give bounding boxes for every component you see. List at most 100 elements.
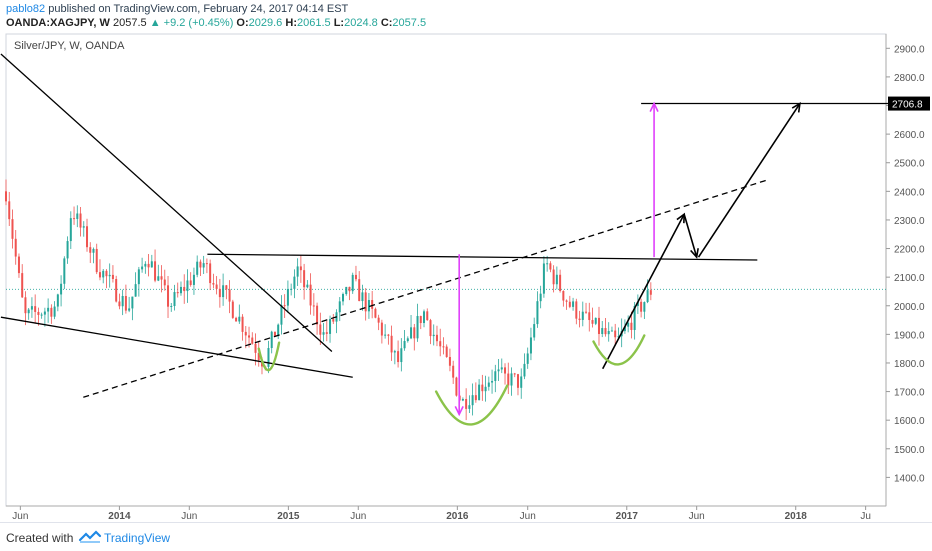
candle-body [241,316,244,332]
candle-body [277,324,280,336]
candle-body [478,384,481,401]
price-tick-label: 1500.0 [894,445,925,456]
candle-body [354,274,357,280]
candle-body [406,338,409,342]
candle-body [380,322,383,336]
candle-body [325,332,328,334]
candle-body [452,365,455,378]
candle-body [367,300,370,312]
time-axis[interactable]: Jun 2014 Jun 2015 Jun 2016 Jun 2017 Jun 2018 Ju [12,506,871,522]
candle-body [290,288,293,290]
drawings-group [0,53,909,426]
candle-body [555,274,558,285]
footer: Created with TradingView [0,522,932,551]
candle-body [374,308,377,318]
candle-body [53,306,56,317]
candle-body [319,324,322,335]
candle-body [390,335,393,353]
candle-body [345,286,348,295]
price-tick-label: 1900.0 [894,330,925,341]
candle-body [361,292,364,302]
candle-body [176,292,179,294]
candle-body [539,293,542,302]
price-axis[interactable]: 1400.0 1500.0 1600.0 1700.0 1800.0 1900.0 2000… [886,44,930,484]
candle-body [251,337,254,344]
candle-body [89,247,92,253]
candle-body [591,320,594,324]
candle-body [76,213,79,219]
candle-body [403,341,406,349]
candle-body [423,311,426,324]
close-value: 2057.5 [392,17,427,29]
candle-body [95,248,98,273]
candle-body [21,273,24,298]
candle-body [186,280,189,292]
candle-body [141,266,144,270]
candle-body [419,316,422,324]
candle-body [338,301,341,313]
candle-body [299,266,302,271]
tradingview-brand-link[interactable]: TradingView [104,531,171,545]
candle-body [267,348,270,367]
candle-body [128,308,131,311]
arrow-head [676,212,686,224]
chart-title: Silver/JPY, W, OANDA [14,40,125,52]
candle-body [397,351,400,363]
candle-body [646,290,649,303]
candle-body [24,297,27,314]
candle-body [617,336,620,338]
open-label: O: [236,17,249,29]
candle-body [549,263,552,270]
candle-body [552,269,555,285]
candle-body [536,301,539,325]
time-tick-label: Jun [520,511,536,522]
candle-body [225,285,228,290]
symbol-label: OANDA:XAGJPY, W [6,17,110,29]
candle-body [92,248,95,253]
candle-body [516,374,519,388]
candle-body [199,261,202,268]
candle-body [643,302,646,312]
candle-body [575,301,578,319]
candle-body [60,283,63,295]
candle-body [623,326,626,332]
ohlc-line: OANDA:XAGJPY, W 2057.5 ▲ +9.2 (+0.45%) O… [6,17,426,29]
candle-body [520,376,523,388]
low-label: L: [333,17,345,29]
pattern-arc [592,334,646,366]
price-tick-label: 2400.0 [894,187,925,198]
candle-body [86,226,89,248]
candle-body [173,292,176,307]
trend-line [207,253,758,261]
candle-body [445,346,448,358]
candle-body [474,395,477,401]
candle-body [238,316,241,322]
candle-body [526,353,529,364]
candle-body [429,320,432,337]
arrow-line [697,103,801,258]
candle-body [37,311,40,315]
candle-body [296,266,299,277]
candle-body [14,238,17,257]
candle-body [286,289,289,306]
candle-body [4,191,8,202]
price-label-text: 2706.8 [892,100,923,111]
price-change: +9.2 (+0.45%) [163,17,234,29]
candle-body [604,328,607,335]
candle-body [17,256,20,274]
price-chart[interactable]: 1400.0 1500.0 1600.0 1700.0 1800.0 1900.0 2000… [0,0,932,522]
price-tick-label: 1700.0 [894,388,925,399]
candle-body [111,274,114,279]
candle-body [497,369,500,372]
time-tick-label: Jun [689,511,705,522]
candle-body [121,295,124,307]
candle-body [248,335,251,338]
candle-body [102,270,105,278]
high-label: H: [285,17,297,29]
candle-body [167,285,170,307]
candles-group [4,179,886,421]
candle-body [215,284,218,289]
candle-body [364,292,367,312]
author-link[interactable]: pablo82 [6,3,46,15]
price-tick-label: 2300.0 [894,216,925,227]
